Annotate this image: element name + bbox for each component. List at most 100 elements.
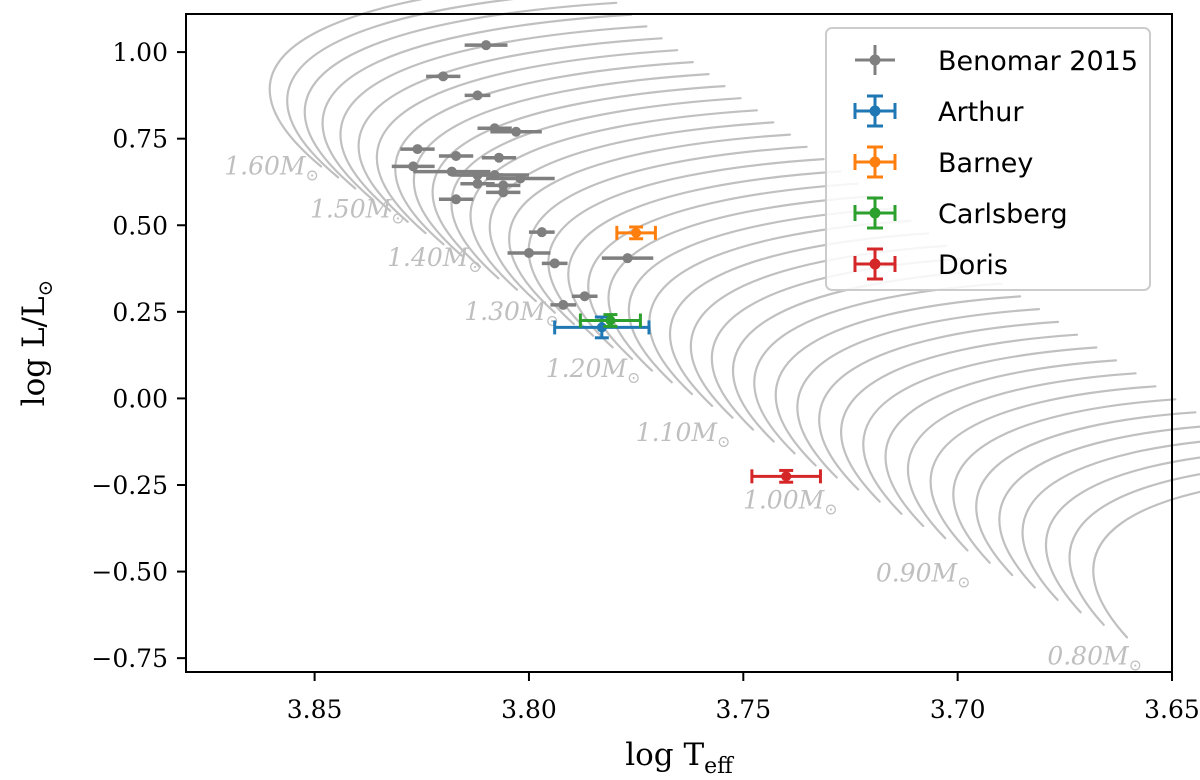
track-0.80 xyxy=(1092,490,1200,639)
track-0.88 xyxy=(998,425,1200,589)
data-point xyxy=(605,315,616,326)
x-axis-label: log Teff xyxy=(625,737,734,779)
data-point xyxy=(631,227,642,238)
data-point xyxy=(472,178,483,189)
legend-entry: Arthur xyxy=(853,94,1024,128)
mass-label-value: 1.20M xyxy=(546,354,629,383)
y-tick-label: 0.75 xyxy=(112,125,168,154)
track-1.06 xyxy=(796,308,1041,479)
data-point xyxy=(523,247,534,258)
data-point xyxy=(511,126,522,137)
mass-label-text: 1.20M⊙ xyxy=(546,354,641,387)
legend-marker xyxy=(869,258,881,270)
sun-symbol: ⊙ xyxy=(627,368,640,387)
series-barney xyxy=(615,225,657,241)
data-point xyxy=(558,299,569,310)
mass-label-value: 1.10M xyxy=(636,418,719,447)
mass-label-text: 0.90M⊙ xyxy=(876,558,971,591)
mass-label-text: 1.30M⊙ xyxy=(464,297,559,330)
track-1.46 xyxy=(394,61,694,246)
data-point xyxy=(408,161,419,172)
mass-label-value: 0.90M xyxy=(876,558,959,587)
data-point xyxy=(549,258,560,269)
mass-label-text: 1.10M⊙ xyxy=(636,418,731,451)
track-0.94 xyxy=(929,385,1157,552)
y-tick-label: 0.00 xyxy=(112,384,168,413)
axes: 3.85 3.80 3.75 3.70 3.65 1.00 0.75 0.50 0.25 0.00… xyxy=(16,13,1200,779)
sun-symbol: ⊙ xyxy=(717,432,730,451)
x-tick-label: 3.70 xyxy=(930,695,986,724)
track-1.28 xyxy=(567,170,842,349)
mass-label-value: 1.40M xyxy=(387,243,470,272)
data-point xyxy=(493,152,504,163)
y-axis-label: log L/L⊙ xyxy=(16,280,57,407)
track-0.96 xyxy=(907,372,1137,540)
sun-symbol: ⊙ xyxy=(957,572,970,591)
series-doris xyxy=(750,468,822,484)
y-axis-label-main: log L/L xyxy=(16,296,52,406)
track-0.86 xyxy=(1021,440,1200,601)
track-1.02 xyxy=(840,333,1079,503)
sun-symbol: ⊙ xyxy=(305,165,318,184)
x-axis-label-main: log T xyxy=(625,737,704,773)
mass-label-text: 1.50M⊙ xyxy=(310,195,405,228)
series-benomar-2015 xyxy=(391,40,654,310)
y-tick-label: −0.75 xyxy=(91,644,168,673)
data-point xyxy=(412,144,423,155)
legend-entry: Barney xyxy=(853,145,1033,179)
data-point xyxy=(451,150,462,161)
legend-box xyxy=(825,27,1151,291)
track-1.56 xyxy=(303,1,618,190)
mass-label-text: 1.00M⊙ xyxy=(743,486,838,519)
legend-label: Carlsberg xyxy=(938,199,1068,230)
data-point xyxy=(536,227,547,238)
mass-label-value: 1.00M xyxy=(743,486,826,515)
data-points xyxy=(391,40,822,484)
mass-label-text: 1.60M⊙ xyxy=(224,151,319,184)
track-0.84 xyxy=(1044,456,1200,614)
x-tick-label: 3.85 xyxy=(287,695,343,724)
x-tick-label: 3.75 xyxy=(715,695,771,724)
track-1.40 xyxy=(450,97,742,280)
legend-marker xyxy=(869,54,881,66)
sun-symbol: ⊙ xyxy=(391,209,404,228)
track-1.44 xyxy=(412,73,710,257)
mass-label-value: 1.60M xyxy=(224,151,307,180)
y-tick-label: −0.50 xyxy=(91,558,168,587)
legend-marker xyxy=(869,156,881,168)
track-1.38 xyxy=(469,109,758,291)
data-point xyxy=(515,173,526,184)
y-tick-label: 0.50 xyxy=(112,211,168,240)
data-point xyxy=(451,194,462,205)
legend: Benomar 2015 Arthur Barney Carlsberg Doris xyxy=(825,27,1151,291)
track-0.92 xyxy=(952,398,1177,564)
sun-symbol: ⊙ xyxy=(468,257,481,276)
track-1.52 xyxy=(339,25,648,212)
track-1.08 xyxy=(774,295,1022,467)
legend-entry: Doris xyxy=(853,247,1008,281)
series-carlsberg xyxy=(578,313,642,328)
legend-label: Benomar 2015 xyxy=(938,46,1138,77)
track-1.48 xyxy=(375,49,679,235)
track-1.10 xyxy=(753,282,1003,455)
plot-frame xyxy=(185,13,1173,673)
x-tick-label: 3.65 xyxy=(1144,695,1200,724)
track-0.98 xyxy=(884,359,1117,528)
mass-labels: 1.60M⊙1.50M⊙1.40M⊙1.30M⊙1.20M⊙1.10M⊙1.00… xyxy=(224,151,1142,674)
data-point xyxy=(622,253,633,264)
track-1.04 xyxy=(818,320,1060,491)
legend-label: Barney xyxy=(938,148,1033,179)
track-0.90 xyxy=(975,411,1197,577)
mass-label-text: 1.40M⊙ xyxy=(387,243,482,276)
data-point xyxy=(472,90,483,101)
data-point xyxy=(481,40,492,51)
data-point xyxy=(438,71,449,82)
legend-entry: Carlsberg xyxy=(853,196,1068,230)
mass-label-value: 1.50M xyxy=(310,195,393,224)
mass-label-text: 0.80M⊙ xyxy=(1047,641,1142,674)
legend-marker xyxy=(869,207,881,219)
mass-label-value: 0.80M xyxy=(1047,641,1130,670)
legend-entry: Benomar 2015 xyxy=(855,45,1138,77)
mass-label-value: 1.30M xyxy=(464,297,547,326)
